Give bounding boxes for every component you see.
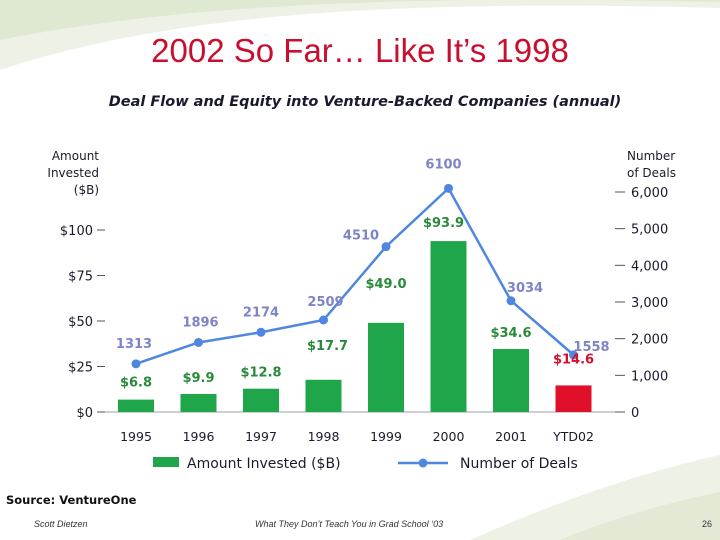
left-tick-label: $50	[68, 315, 93, 330]
bar-value-label: $12.8	[240, 366, 281, 381]
bar-1996	[180, 393, 217, 412]
deal-point-2001	[506, 296, 516, 306]
bar-value-label: $17.7	[307, 339, 348, 354]
right-tick-label: 1,000	[631, 369, 668, 384]
deal-value-label: 6100	[425, 157, 461, 172]
deal-point-1999	[381, 242, 391, 252]
right-tick-label: 4,000	[631, 259, 668, 274]
right-tick-label: 2,000	[631, 333, 668, 348]
deal-point-1997	[256, 327, 266, 337]
source-note: Source: VentureOne	[6, 493, 137, 507]
right-axis-label: Number of Deals	[627, 149, 676, 180]
left-tick-label: $75	[68, 270, 93, 285]
bar-value-label: $34.6	[490, 326, 531, 341]
right-tick-label: 0	[631, 406, 639, 421]
deal-point-2000	[444, 183, 453, 193]
footer-author: Scott Dietzen	[34, 519, 88, 529]
x-tick-label: 1998	[308, 429, 340, 444]
left-tick-label: $25	[68, 361, 93, 376]
x-tick-label: 1997	[245, 429, 277, 444]
bar-2001	[493, 349, 529, 412]
bar-value-label: $49.0	[365, 277, 406, 292]
deal-point-1996	[194, 337, 203, 347]
deal-point-1998	[319, 315, 328, 325]
x-tick-label: 1995	[120, 429, 152, 444]
legend-bar-swatch	[153, 457, 179, 467]
deal-point-YTD02	[569, 350, 578, 360]
x-tick-label: 1999	[370, 429, 402, 444]
footer-talk-title: What They Don’t Teach You in Grad School…	[255, 519, 444, 529]
bar-1995	[118, 399, 154, 412]
deals-line	[135, 186, 575, 366]
deal-value-label: 1313	[116, 337, 152, 352]
deal-value-label: 2509	[307, 295, 343, 310]
page-number: 26	[701, 519, 712, 529]
bar-value-label: $93.9	[423, 216, 464, 231]
bar-value-label: $6.8	[120, 376, 152, 391]
bar-2000	[430, 241, 467, 412]
legend-line-label: Number of Deals	[460, 456, 578, 472]
deal-value-label: 1896	[182, 315, 218, 330]
deal-value-label: 3034	[507, 281, 543, 296]
slide-title: 2002 So Far… Like It’s 1998	[151, 32, 569, 69]
deal-value-label: 4510	[343, 229, 379, 244]
chart-title: Deal Flow and Equity into Venture-Backed…	[108, 94, 622, 110]
right-tick-label: 3,000	[631, 296, 668, 311]
bar-value-label: $9.9	[182, 371, 214, 386]
x-tick-label: 2001	[495, 429, 527, 444]
left-axis-label: Amount Invested ($B)	[47, 149, 99, 197]
x-tick-label: YTD02	[552, 429, 594, 444]
right-tick-label: 5,000	[631, 223, 668, 238]
left-tick-label: $100	[60, 224, 93, 239]
bar-value-label: $14.6	[553, 352, 594, 367]
deal-point-1995	[131, 359, 141, 369]
bar-1998	[305, 379, 342, 412]
x-tick-label: 1996	[183, 429, 215, 444]
bar-YTD02	[555, 385, 592, 412]
bar-1999	[368, 322, 404, 412]
right-tick-label: 6,000	[631, 186, 668, 201]
deal-value-label: 1558	[573, 340, 609, 355]
legend-bar-label: Amount Invested ($B)	[187, 456, 341, 472]
bar-1997	[243, 388, 279, 412]
legend-line-marker	[418, 458, 428, 468]
x-tick-label: 2000	[433, 429, 465, 444]
left-tick-label: $0	[76, 406, 93, 421]
deal-value-label: 2174	[243, 305, 279, 320]
